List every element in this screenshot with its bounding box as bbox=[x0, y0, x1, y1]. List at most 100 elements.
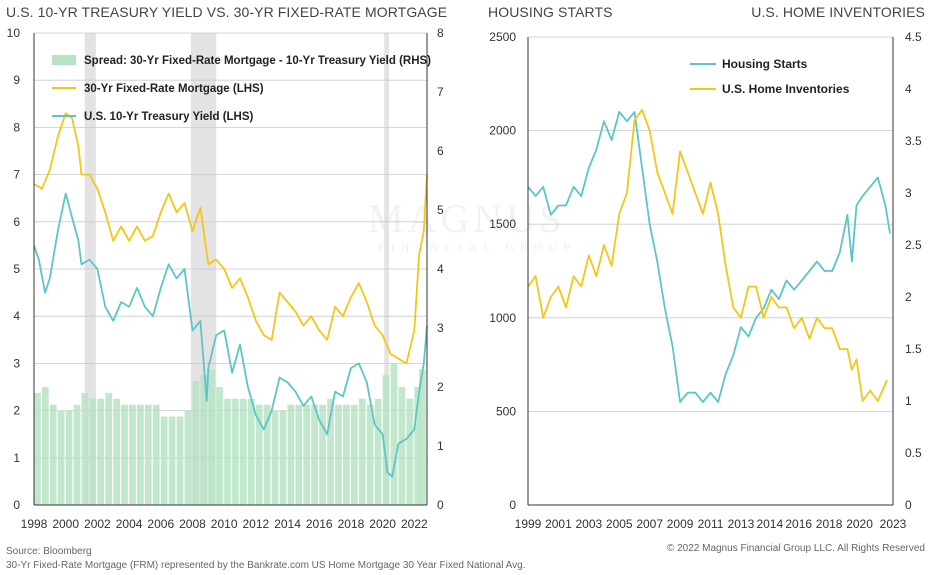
y-tick-label: 2500 bbox=[489, 30, 516, 44]
y-tick-label: 2 bbox=[13, 404, 20, 418]
spread-bar bbox=[65, 410, 73, 505]
spread-bar bbox=[414, 387, 422, 505]
spread-bar bbox=[105, 392, 113, 505]
y2-tick-label: 0 bbox=[437, 498, 444, 512]
y2-tick-label: 2 bbox=[905, 290, 912, 304]
spread-bar bbox=[184, 410, 192, 505]
y2-tick-label: 1 bbox=[437, 439, 444, 453]
x-tick-label: 2009 bbox=[667, 517, 694, 531]
spread-bar bbox=[97, 398, 105, 505]
y-tick-label: 10 bbox=[7, 26, 21, 40]
spread-bar bbox=[419, 369, 426, 505]
x-tick-label: 2018 bbox=[816, 517, 843, 531]
spread-bar bbox=[255, 404, 263, 505]
spread-bar bbox=[160, 416, 168, 505]
y2-tick-label: 2.5 bbox=[905, 238, 922, 252]
spread-bar bbox=[303, 404, 311, 505]
spread-bar bbox=[327, 398, 334, 505]
legend-label: Spread: 30-Yr Fixed-Rate Mortgage - 10-Y… bbox=[84, 55, 431, 67]
x-tick-label: 2010 bbox=[211, 517, 238, 531]
legend-label: U.S. Home Inventories bbox=[722, 82, 850, 96]
legend-label: U.S. 10-Yr Treasury Yield (LHS) bbox=[84, 111, 254, 123]
y2-tick-label: 5 bbox=[437, 203, 444, 217]
spread-bar bbox=[232, 398, 239, 505]
x-tick-label: 2023 bbox=[880, 517, 907, 531]
x-tick-label: 2007 bbox=[636, 517, 663, 531]
housing-starts-title: HOUSING STARTS bbox=[488, 4, 613, 20]
x-tick-label: 1999 bbox=[515, 517, 542, 531]
x-tick-label: 2020 bbox=[846, 517, 873, 531]
x-tick-label: 2003 bbox=[575, 517, 602, 531]
spread-bar bbox=[152, 404, 160, 505]
y-tick-label: 8 bbox=[13, 120, 20, 134]
x-tick-label: 2011 bbox=[698, 517, 724, 531]
footer-copyright: © 2022 Magnus Financial Group LLC. All R… bbox=[666, 543, 925, 554]
watermark-logo-sub: FINANCIAL GROUP bbox=[378, 240, 576, 254]
spread-bar bbox=[113, 398, 120, 505]
x-tick-label: 2002 bbox=[84, 517, 111, 531]
legend-swatch-spread bbox=[52, 55, 76, 65]
spread-bar bbox=[176, 416, 184, 505]
spread-bar bbox=[137, 404, 144, 505]
housing-starts-line bbox=[527, 111, 891, 403]
x-tick-label: 2000 bbox=[52, 517, 79, 531]
home-inventories-title: U.S. HOME INVENTORIES bbox=[751, 4, 925, 20]
x-tick-label: 2008 bbox=[179, 517, 206, 531]
x-tick-label: 1998 bbox=[21, 517, 48, 531]
y2-tick-label: 8 bbox=[437, 26, 444, 40]
x-tick-label: 2016 bbox=[306, 517, 333, 531]
footer-source: Source: Bloomberg bbox=[6, 546, 92, 557]
spread-bar bbox=[287, 404, 295, 505]
spread-bar bbox=[224, 398, 231, 505]
x-tick-label: 2018 bbox=[338, 517, 365, 531]
spread-bar bbox=[343, 404, 350, 505]
left-chart-title: U.S. 10-YR TREASURY YIELD VS. 30-YR FIXE… bbox=[6, 4, 448, 20]
y-tick-label: 2000 bbox=[489, 124, 516, 138]
y2-tick-label: 1 bbox=[905, 394, 912, 408]
spread-bar bbox=[398, 387, 406, 505]
spread-bar bbox=[81, 392, 89, 505]
y-tick-label: 6 bbox=[13, 215, 20, 229]
spread-bar bbox=[41, 387, 49, 505]
mortgage-line bbox=[33, 112, 428, 365]
home-inventories-line bbox=[527, 108, 888, 402]
legend-label: Housing Starts bbox=[722, 57, 808, 71]
y2-tick-label: 3.5 bbox=[905, 134, 922, 148]
spread-bar bbox=[319, 404, 326, 505]
y-tick-label: 4 bbox=[13, 309, 20, 323]
spread-bar bbox=[121, 404, 128, 505]
y2-tick-label: 0.5 bbox=[905, 446, 922, 460]
y2-tick-label: 4 bbox=[437, 262, 444, 276]
spread-bar bbox=[374, 398, 382, 505]
spread-bar bbox=[73, 404, 81, 505]
y2-tick-label: 0 bbox=[905, 498, 912, 512]
spread-bar bbox=[358, 398, 366, 505]
legend-label: 30-Yr Fixed-Rate Mortgage (LHS) bbox=[84, 83, 264, 95]
spread-bar bbox=[192, 381, 200, 505]
y2-tick-label: 1.5 bbox=[905, 342, 922, 356]
spread-bar bbox=[49, 404, 57, 505]
spread-bar bbox=[216, 387, 223, 505]
spread-bar bbox=[390, 363, 398, 505]
y2-tick-label: 4.5 bbox=[905, 30, 922, 44]
y-tick-label: 9 bbox=[13, 73, 20, 87]
y2-tick-label: 2 bbox=[437, 380, 444, 394]
y2-tick-label: 6 bbox=[437, 144, 444, 158]
spread-bar bbox=[240, 398, 247, 505]
spread-bar bbox=[247, 398, 255, 505]
y2-tick-label: 7 bbox=[437, 85, 444, 99]
y2-tick-label: 3 bbox=[437, 321, 444, 335]
x-tick-label: 2005 bbox=[606, 517, 633, 531]
x-tick-label: 2016 bbox=[785, 517, 812, 531]
x-tick-label: 2012 bbox=[243, 517, 270, 531]
y2-tick-label: 3 bbox=[905, 186, 912, 200]
x-tick-label: 2013 bbox=[728, 517, 755, 531]
spread-bar bbox=[279, 410, 287, 505]
spread-bar bbox=[168, 416, 176, 505]
spread-bar bbox=[406, 398, 414, 505]
x-tick-label: 2004 bbox=[116, 517, 143, 531]
spread-bar bbox=[200, 375, 208, 505]
spread-bar bbox=[34, 392, 41, 505]
spread-bar bbox=[57, 410, 65, 505]
